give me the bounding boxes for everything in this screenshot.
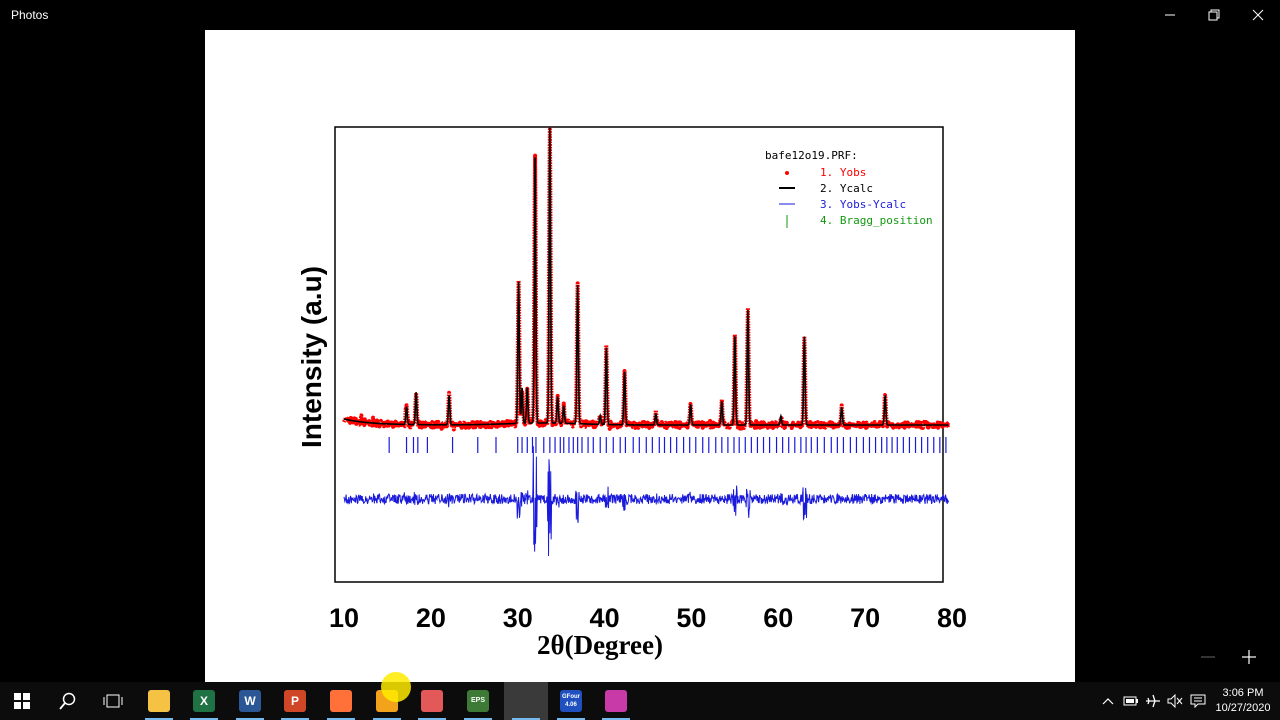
task-view-button[interactable] bbox=[91, 682, 135, 720]
close-button[interactable] bbox=[1236, 0, 1280, 30]
powerpoint-icon: P bbox=[284, 690, 306, 712]
legend-yobs: 1. Yobs bbox=[820, 166, 866, 179]
file-explorer-icon bbox=[148, 690, 170, 712]
eps-toolkit-icon-label: EPS bbox=[470, 697, 485, 704]
running-indicator bbox=[464, 718, 492, 720]
battery-icon bbox=[1123, 696, 1138, 706]
show-hidden-icons-button[interactable] bbox=[1098, 682, 1118, 720]
zoom-out-button[interactable] bbox=[1193, 642, 1223, 672]
legend-bragg: 4. Bragg_position bbox=[820, 214, 933, 227]
taskbar-app-gfour[interactable]: GFour 4.06 bbox=[549, 682, 593, 720]
volume-muted-icon bbox=[1167, 694, 1183, 708]
restore-button[interactable] bbox=[1192, 0, 1236, 30]
xrd-chart: 10 20 30 40 50 60 70 80 bafe12o19.PRF: 1. Yobs … bbox=[296, 126, 967, 660]
word-icon: W bbox=[239, 690, 261, 712]
x-tick-label: 80 bbox=[937, 603, 967, 633]
clock-time: 3:06 PM bbox=[1222, 687, 1264, 699]
powerpoint-icon-label: P bbox=[290, 694, 299, 708]
close-icon bbox=[1252, 9, 1264, 21]
x-tick-label: 70 bbox=[850, 603, 880, 633]
clock[interactable]: 3:06 PM 10/27/2020 bbox=[1208, 686, 1278, 716]
running-indicator bbox=[236, 718, 264, 720]
taskbar-app-excel[interactable]: X bbox=[182, 682, 226, 720]
chevron-up-icon bbox=[1102, 698, 1114, 705]
taskbar-app-fullprof[interactable] bbox=[594, 682, 638, 720]
notifications-button[interactable] bbox=[1187, 682, 1209, 720]
running-indicator bbox=[145, 718, 173, 720]
eps-toolkit-icon: EPS bbox=[467, 690, 489, 712]
restore-icon bbox=[1208, 9, 1220, 21]
x-tick-label: 60 bbox=[763, 603, 793, 633]
running-indicator bbox=[512, 718, 540, 720]
running-indicator bbox=[327, 718, 355, 720]
excel-icon-label: X bbox=[199, 694, 208, 708]
taskbar-app-powerpoint[interactable]: P bbox=[273, 682, 317, 720]
message-icon bbox=[1190, 694, 1206, 708]
word-icon-label: W bbox=[244, 694, 256, 708]
x-tick-label: 10 bbox=[329, 603, 359, 633]
gfour-icon-label: GFour 4.06 bbox=[562, 694, 580, 708]
task-view-icon bbox=[103, 694, 123, 708]
taskbar-app-firefox[interactable] bbox=[319, 682, 363, 720]
photos-icon bbox=[515, 690, 537, 712]
taskbar: X W P EPS GFour 4.06 3:06 PM 10/27/2020 bbox=[0, 682, 1280, 720]
y-axis-label: Intensity (a.u) bbox=[296, 266, 327, 448]
search-icon bbox=[59, 692, 76, 710]
minimize-button[interactable] bbox=[1148, 0, 1192, 30]
app-title: Photos bbox=[11, 8, 49, 22]
running-indicator bbox=[190, 718, 218, 720]
legend-file-label: bafe12o19.PRF: bbox=[765, 149, 858, 162]
minus-icon bbox=[1201, 656, 1215, 658]
red-app-icon bbox=[421, 690, 443, 712]
legend-yobs-marker bbox=[785, 171, 789, 175]
start-button[interactable] bbox=[0, 682, 44, 720]
clock-date: 10/27/2020 bbox=[1215, 702, 1271, 714]
running-indicator bbox=[373, 718, 401, 720]
title-bar: Photos bbox=[0, 0, 1280, 30]
windows-logo-icon bbox=[14, 693, 30, 709]
x-tick-label: 40 bbox=[590, 603, 620, 633]
taskbar-app-eps-toolkit[interactable]: EPS bbox=[456, 682, 500, 720]
legend-diff: 3. Yobs-Ycalc bbox=[820, 198, 906, 211]
running-indicator bbox=[557, 718, 585, 720]
excel-icon: X bbox=[193, 690, 215, 712]
difference-series bbox=[343, 446, 950, 556]
firefox-icon bbox=[330, 690, 352, 712]
taskbar-app-red-app[interactable] bbox=[410, 682, 454, 720]
volume-status[interactable] bbox=[1164, 682, 1186, 720]
taskbar-app-photos[interactable] bbox=[504, 682, 548, 720]
running-indicator bbox=[281, 718, 309, 720]
minimize-icon bbox=[1165, 14, 1175, 16]
gfour-icon: GFour 4.06 bbox=[560, 690, 582, 712]
fullprof-icon bbox=[605, 690, 627, 712]
taskbar-app-file-explorer[interactable] bbox=[137, 682, 181, 720]
search-button[interactable] bbox=[46, 682, 90, 720]
cursor-highlight bbox=[381, 672, 411, 702]
plus-icon bbox=[1242, 650, 1256, 664]
running-indicator bbox=[602, 718, 630, 720]
taskbar-app-word[interactable]: W bbox=[228, 682, 272, 720]
ycalc-series bbox=[343, 128, 949, 426]
x-tick-label: 20 bbox=[416, 603, 446, 633]
battery-status[interactable] bbox=[1120, 682, 1142, 720]
x-axis-label: 2θ(Degree) bbox=[537, 630, 663, 660]
plot-frame bbox=[334, 126, 944, 583]
running-indicator bbox=[418, 718, 446, 720]
x-tick-label: 30 bbox=[503, 603, 533, 633]
network-status[interactable] bbox=[1142, 682, 1164, 720]
zoom-in-button[interactable] bbox=[1234, 642, 1264, 672]
x-tick-label: 50 bbox=[676, 603, 706, 633]
airplane-icon bbox=[1146, 694, 1160, 708]
legend-ycalc: 2. Ycalc bbox=[820, 182, 873, 195]
photo-canvas: 10 20 30 40 50 60 70 80 bafe12o19.PRF: 1. Yobs … bbox=[205, 30, 1075, 682]
